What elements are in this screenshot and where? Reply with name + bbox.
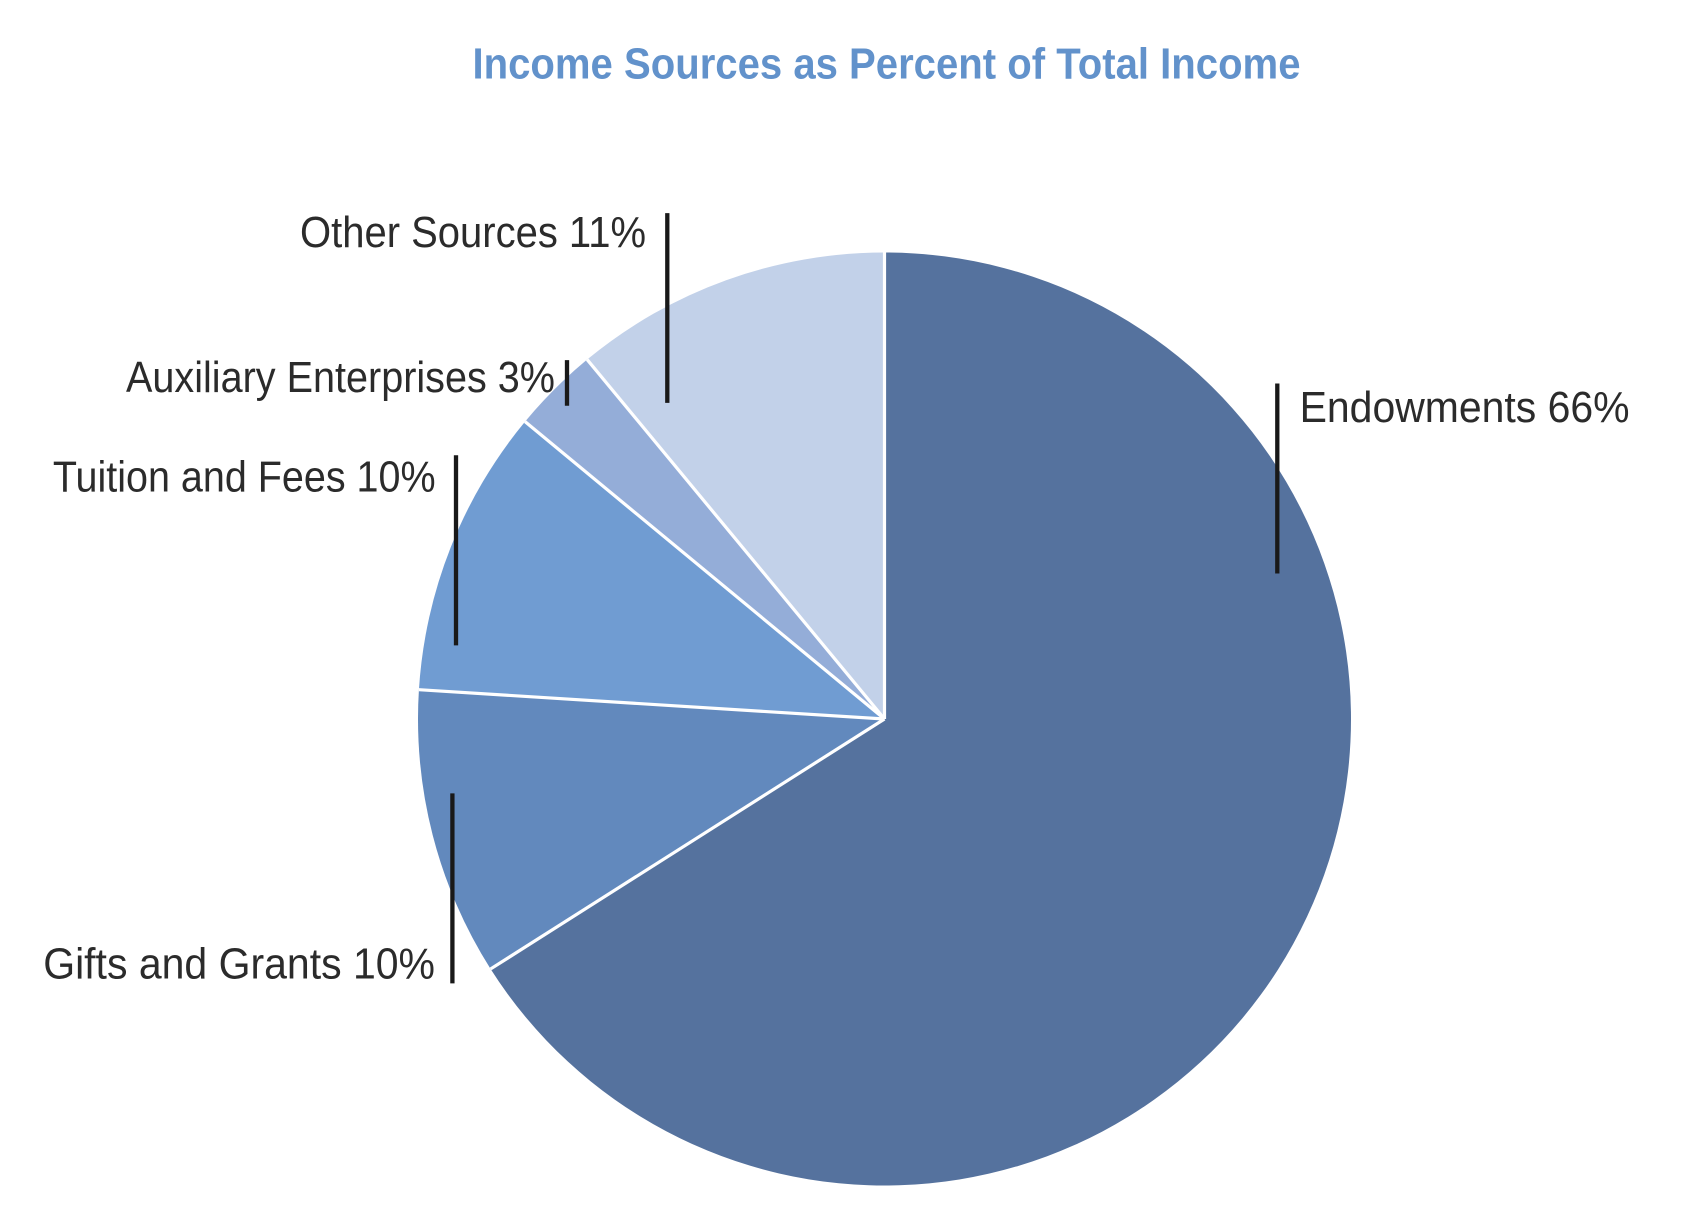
svg-text:Income Sources as Percent of T: Income Sources as Percent of Total Incom… bbox=[473, 41, 1301, 89]
svg-text:Auxiliary Enterprises 3%: Auxiliary Enterprises 3% bbox=[126, 353, 555, 402]
svg-text:Tuition and Fees 10%: Tuition and Fees 10% bbox=[53, 453, 436, 502]
svg-text:Gifts and Grants 10%: Gifts and Grants 10% bbox=[43, 940, 435, 989]
svg-text:Endowments 66%: Endowments 66% bbox=[1300, 383, 1630, 432]
svg-text:Other Sources 11%: Other Sources 11% bbox=[300, 208, 646, 257]
